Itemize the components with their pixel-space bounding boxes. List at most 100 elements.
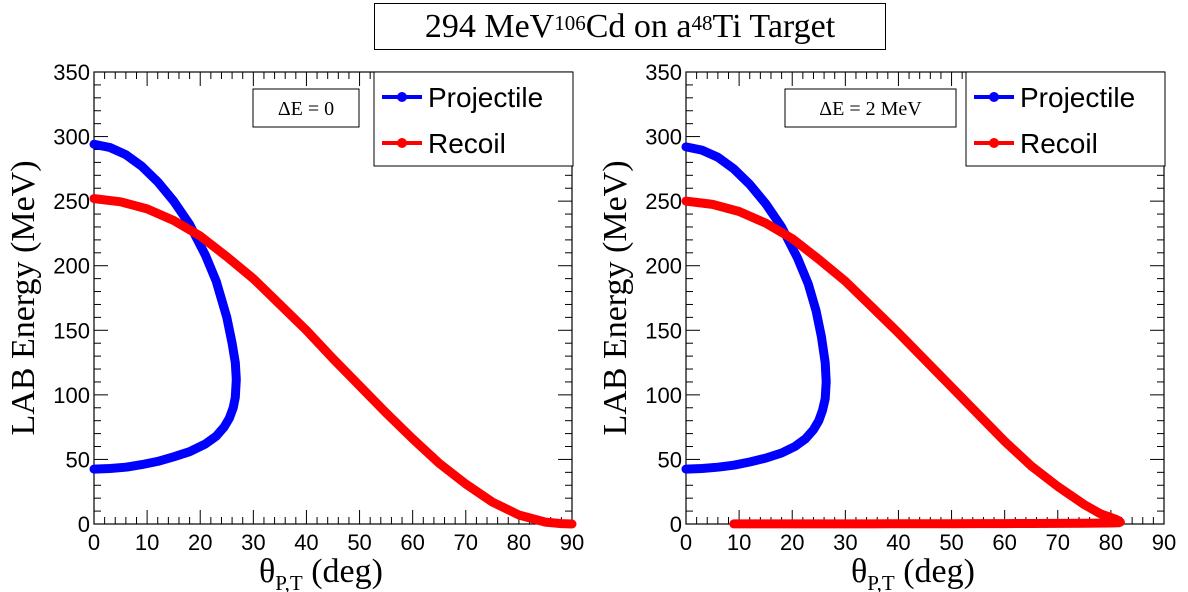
data-point-projectile (169, 197, 178, 206)
data-point-recoil (275, 300, 284, 309)
series-line-recoil (681, 196, 1125, 529)
data-point-projectile (713, 463, 722, 472)
data-point-recoil (196, 232, 205, 241)
data-point-recoil (761, 519, 770, 528)
data-point-projectile (231, 358, 240, 367)
data-point-projectile (682, 465, 690, 474)
x-tick-label: 80 (1099, 530, 1123, 555)
data-point-projectile (185, 447, 194, 456)
data-point-projectile (90, 140, 98, 149)
x-tick-label: 0 (680, 530, 692, 555)
data-point-projectile (729, 164, 738, 173)
y-tick-label: 300 (645, 125, 682, 150)
x-tick-label: 40 (294, 530, 318, 555)
data-point-recoil (541, 518, 550, 527)
data-point-projectile (90, 465, 98, 474)
data-point-projectile (804, 279, 813, 288)
x-tick-label: 80 (507, 530, 531, 555)
data-point-projectile (105, 464, 114, 473)
data-point-recoil (1096, 509, 1105, 518)
data-point-projectile (225, 414, 234, 423)
y-axis-label: LAB Energy (MeV) (597, 160, 634, 435)
data-point-recoil (974, 410, 983, 419)
x-tick-label: 40 (886, 530, 910, 555)
data-point-recoil (947, 383, 956, 392)
legend-swatch-marker (397, 92, 407, 102)
x-axis-symbol: θ (259, 553, 275, 590)
data-point-recoil (382, 408, 391, 417)
data-point-projectile (801, 434, 810, 443)
y-tick-label: 0 (670, 512, 682, 537)
x-tick-label: 10 (727, 530, 751, 555)
chart-panel-left: 0 10 20 30 40 50 60 70 80 90 0 50 100 150 200 250 300 350… (5, 60, 584, 592)
legend-box (373, 71, 574, 167)
data-point-recoil (814, 519, 823, 528)
y-tick-label: 350 (53, 60, 90, 85)
data-point-projectile (228, 339, 237, 348)
series-line-recoil (89, 194, 577, 529)
data-point-recoil (557, 519, 566, 528)
y-tick-label: 250 (645, 189, 682, 214)
legend-swatch-marker (989, 138, 999, 148)
data-point-projectile (817, 332, 826, 341)
data-point-recoil (1080, 500, 1089, 509)
data-point-recoil (222, 252, 231, 261)
data-point-projectile (220, 423, 229, 432)
data-point-projectile (229, 403, 238, 412)
data-point-projectile (137, 460, 146, 469)
data-point-projectile (231, 393, 240, 402)
data-point-projectile (169, 452, 178, 461)
y-tick-label: 50 (658, 447, 682, 472)
x-tick-label: 90 (1152, 530, 1176, 555)
data-point-projectile (821, 358, 830, 367)
x-tick-label: 30 (833, 530, 857, 555)
x-axis-label: θP,T (deg) (851, 553, 975, 592)
data-point-projectile (212, 277, 221, 286)
plot-frame (93, 71, 573, 525)
data-point-projectile (761, 454, 770, 463)
data-point-recoil (1000, 519, 1009, 528)
target-mass-number: 48 (691, 11, 713, 35)
annotation-box (784, 88, 957, 128)
chart-panel-right: 0 10 20 30 40 50 60 70 80 90 0 50 100 150 200 250 300 350… (597, 60, 1176, 592)
x-tick-label: 0 (88, 530, 100, 555)
data-point-recoil (814, 255, 823, 264)
x-tick-label: 60 (400, 530, 424, 555)
legend-swatch-marker (989, 92, 999, 102)
data-point-projectile (809, 425, 818, 434)
data-point-projectile (777, 448, 786, 457)
data-point-projectile (153, 457, 162, 466)
series-line-projectile (89, 139, 241, 474)
data-point-recoil (1080, 519, 1089, 528)
data-point-recoil (143, 204, 152, 213)
target-label: Ti Target (712, 7, 836, 45)
data-point-recoil (329, 354, 337, 363)
title-prefix: 294 MeV (424, 7, 555, 45)
y-tick-label: 200 (53, 254, 90, 279)
data-point-projectile (713, 153, 722, 162)
legend-label: Recoil (1020, 128, 1098, 159)
data-point-recoil (867, 303, 876, 312)
legend-label: Recoil (428, 128, 506, 159)
data-point-recoil (568, 520, 576, 528)
data-point-projectile (697, 146, 706, 155)
data-point-recoil (974, 519, 983, 528)
data-point-recoil (169, 216, 178, 225)
x-tick-label: 90 (560, 530, 584, 555)
data-point-recoil (1114, 518, 1123, 527)
data-point-recoil (761, 219, 770, 228)
y-tick-label: 200 (645, 254, 682, 279)
data-point-recoil (841, 277, 850, 286)
y-tick-label: 250 (53, 189, 90, 214)
data-point-recoil (867, 519, 876, 528)
data-point-projectile (212, 432, 221, 441)
legend-label: Projectile (1020, 82, 1135, 113)
data-point-projectile (121, 150, 130, 159)
data-point-recoil (355, 381, 364, 390)
x-axis-unit: (deg) (303, 553, 383, 590)
x-tick-label: 20 (188, 530, 212, 555)
data-point-recoil (1106, 518, 1115, 527)
data-point-recoil (302, 326, 311, 335)
x-tick-label: 70 (1046, 530, 1070, 555)
data-point-recoil (894, 328, 903, 337)
